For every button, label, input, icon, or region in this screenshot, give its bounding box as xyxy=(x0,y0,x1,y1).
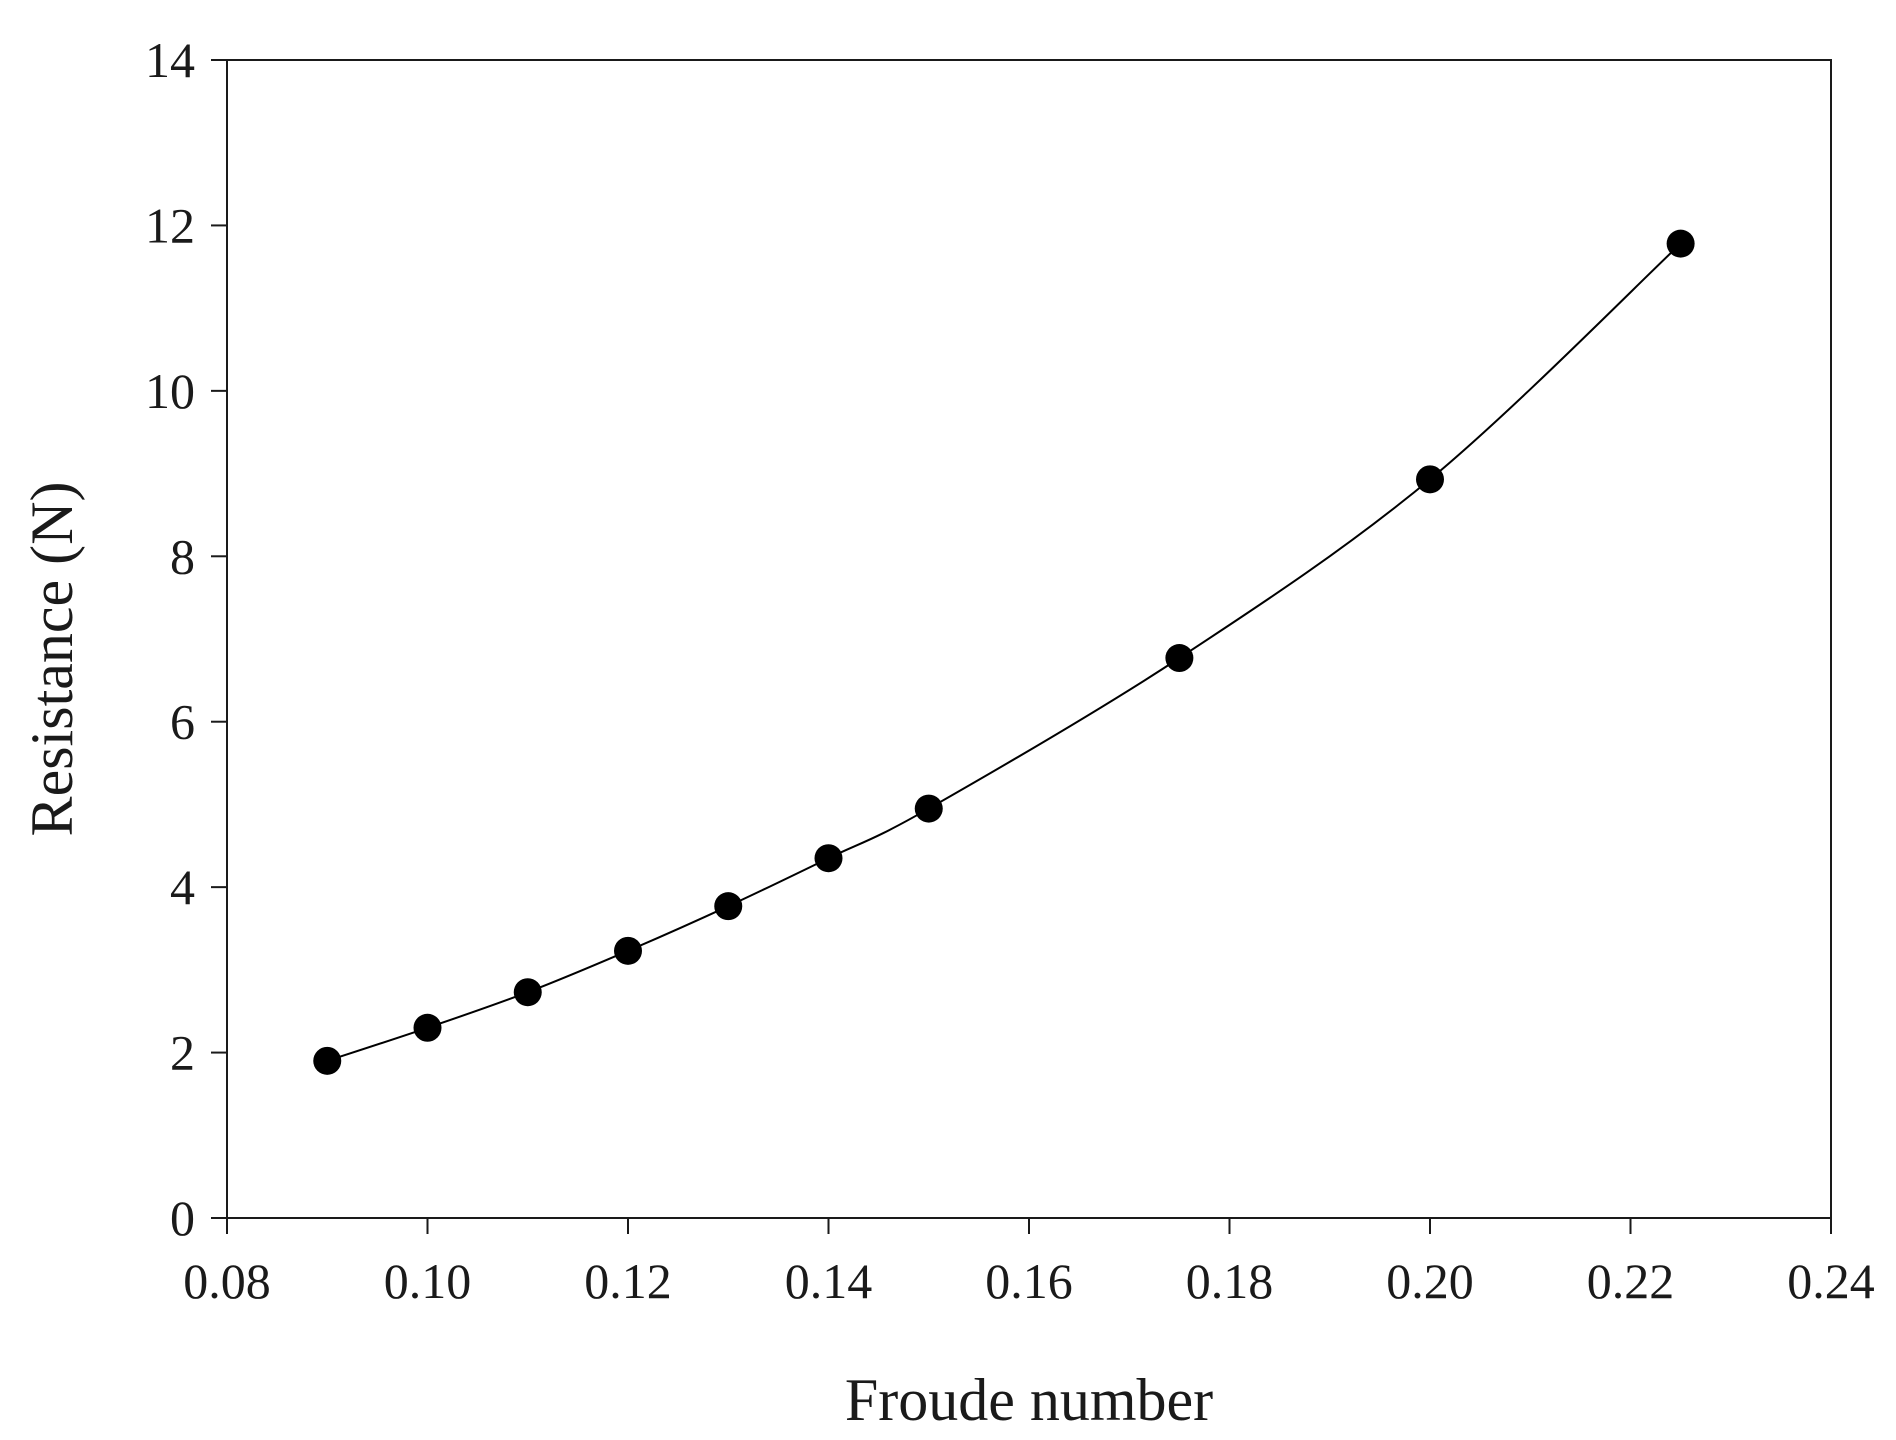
x-tick-label: 0.14 xyxy=(785,1253,873,1309)
data-points xyxy=(313,229,1695,1075)
data-point xyxy=(714,892,743,921)
y-tick-label: 4 xyxy=(170,859,195,915)
y-axis-ticks: 0 2 4 6 8 10 12 14 xyxy=(145,32,227,1246)
x-tick-label: 0.22 xyxy=(1587,1253,1675,1309)
series-line xyxy=(326,242,1682,1062)
data-point xyxy=(614,936,642,965)
y-tick-label: 12 xyxy=(145,197,195,253)
x-tick-label: 0.18 xyxy=(1186,1253,1274,1309)
data-point xyxy=(413,1013,442,1042)
data-point xyxy=(814,844,843,873)
y-tick-label: 6 xyxy=(170,694,195,750)
x-tick-label: 0.10 xyxy=(384,1253,472,1309)
y-tick-label: 0 xyxy=(170,1190,195,1246)
x-tick-label: 0.16 xyxy=(985,1253,1073,1309)
y-tick-label: 14 xyxy=(145,32,195,88)
y-tick-label: 8 xyxy=(170,528,195,584)
plot-frame xyxy=(226,59,1832,1219)
data-point xyxy=(513,978,542,1007)
x-tick-label: 0.20 xyxy=(1386,1253,1474,1309)
y-tick-label: 10 xyxy=(145,363,195,419)
data-point xyxy=(1165,644,1194,673)
x-axis-title: Froude number xyxy=(845,1367,1213,1433)
x-tick-label: 0.24 xyxy=(1787,1253,1875,1309)
y-axis-title: Resistance (N) xyxy=(19,482,85,837)
data-point xyxy=(313,1046,342,1075)
y-tick-label: 2 xyxy=(170,1025,195,1081)
data-point xyxy=(1416,465,1444,494)
x-axis-ticks: 0.08 0.10 0.12 0.14 0.16 0.18 0.20 0.22 0.24 xyxy=(183,1218,1875,1309)
x-tick-label: 0.08 xyxy=(183,1253,271,1309)
data-point xyxy=(914,794,943,823)
x-tick-label: 0.12 xyxy=(584,1253,672,1309)
data-point xyxy=(1666,229,1695,258)
